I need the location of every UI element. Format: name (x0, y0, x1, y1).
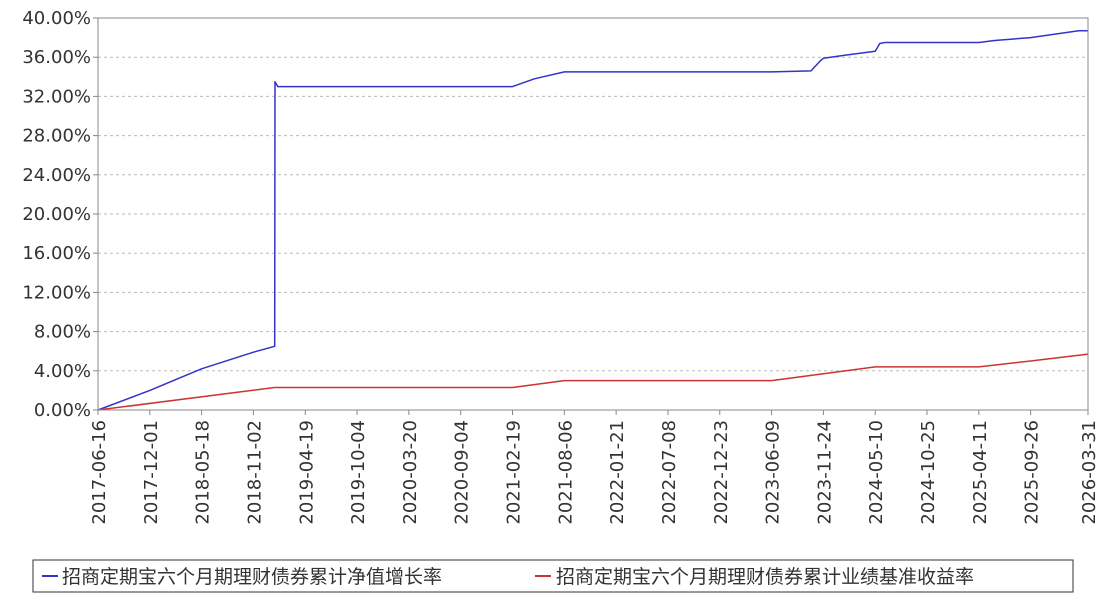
series-group (97, 29, 1089, 411)
x-tick-label: 2024-10-25 (918, 420, 939, 525)
y-tick-label: 28.00% (22, 126, 91, 147)
x-tick-label: 2018-05-18 (193, 420, 214, 525)
y-tick-label: 32.00% (22, 86, 91, 107)
legend-frame (32, 559, 1074, 593)
y-axis: 0.00% 4.00% 8.00% 12.00% 16.00% 20.00% 24.00% 2… (22, 8, 98, 421)
series-line-0 (97, 29, 1088, 411)
x-tick-label: 2017-06-16 (89, 420, 110, 525)
x-tick-label: 2022-07-08 (659, 420, 680, 525)
y-tick-label: 16.00% (22, 243, 91, 264)
series-line-1 (97, 353, 1089, 411)
y-tick-label: 24.00% (22, 165, 91, 186)
x-tick-label: 2017-12-01 (141, 420, 162, 525)
x-tick-label: 2020-03-20 (400, 420, 421, 525)
x-tick-label: 2020-09-04 (452, 420, 473, 525)
x-tick-label: 2025-04-11 (970, 420, 991, 525)
y-tick-label: 12.00% (22, 282, 91, 303)
legend-label-nav-growth: 招商定期宝六个月期理财债券累计净值增长率 (62, 566, 442, 588)
x-tick-label: 2021-02-19 (504, 420, 525, 525)
x-axis: 2017-06-16 2017-12-01 2018-05-18 2018-11-02… (89, 410, 1096, 525)
y-tick-label: 20.00% (22, 204, 91, 225)
x-tick-label: 2019-04-19 (296, 420, 317, 525)
y-tick-label: 36.00% (22, 47, 91, 68)
x-tick-label: 2022-12-23 (711, 420, 732, 525)
x-tick-label: 2019-10-04 (348, 420, 369, 525)
x-tick-label: 2022-01-21 (607, 420, 628, 525)
y-tick-label: 40.00% (22, 8, 91, 29)
x-tick-label: 2018-11-02 (244, 420, 265, 525)
y-tick-label: 4.00% (34, 361, 91, 382)
y-tick-label: 8.00% (34, 322, 91, 343)
legend: 招商定期宝六个月期理财债券累计净值增长率 招商定期宝六个月期理财债券累计业绩基准… (32, 559, 1074, 593)
x-tick-label: 2023-11-24 (814, 420, 835, 525)
y-tick-label: 0.00% (34, 400, 91, 421)
x-tick-label: 2025-09-26 (1022, 420, 1043, 525)
grid-lines (98, 56, 1088, 372)
x-tick-label: 2021-08-06 (555, 420, 576, 525)
x-tick-label: 2026-03-31 (1079, 420, 1096, 525)
x-tick-label: 2024-05-10 (866, 420, 887, 525)
legend-label-benchmark: 招商定期宝六个月期理财债券累计业绩基准收益率 (556, 566, 974, 588)
x-tick-label: 2023-06-09 (763, 420, 784, 525)
